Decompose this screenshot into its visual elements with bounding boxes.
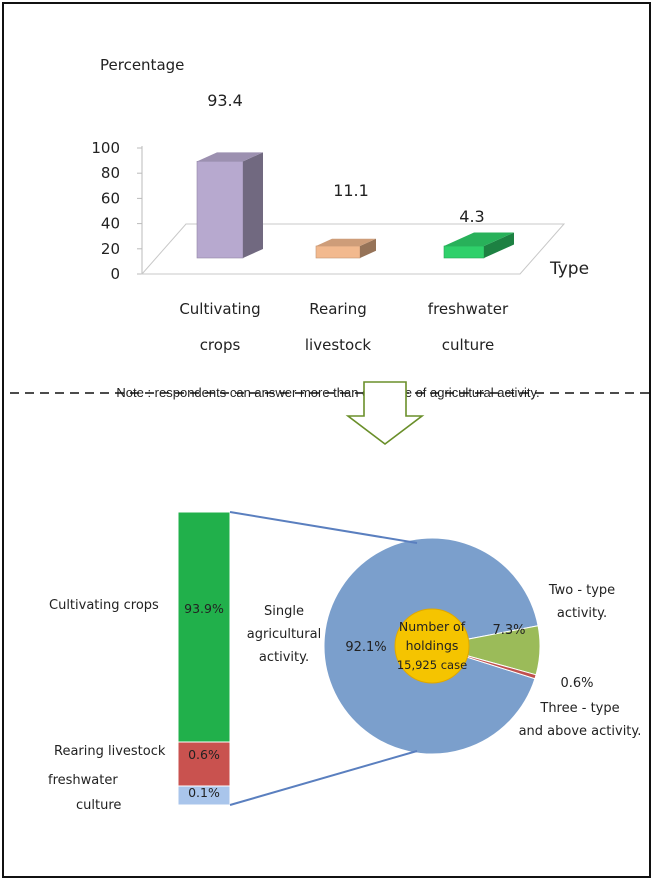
- connector-line-top: [229, 511, 418, 544]
- x-tick-label: livestock: [305, 336, 372, 354]
- pie-slice-caption: activity.: [259, 650, 309, 665]
- stacked-value-label: 0.1%: [188, 785, 220, 800]
- pie-chart: Number of holdings 15,925 case 92.1% 7.3% 0.6…: [247, 537, 642, 755]
- y-tick-label: 100: [91, 139, 120, 157]
- bar-top: [316, 238, 376, 246]
- x-tick-label: Rearing: [309, 300, 367, 318]
- bar-top: [197, 152, 263, 162]
- pie-slice-caption: agricultural: [247, 627, 321, 642]
- bar-value-label: 93.4: [207, 91, 243, 110]
- pie-center-disc: [394, 608, 470, 684]
- stacked-segment: [177, 785, 231, 806]
- down-arrow-icon: [345, 381, 425, 446]
- stacked-value-label: 0.6%: [188, 747, 220, 762]
- pie-slice-caption: activity.: [557, 606, 607, 621]
- x-tick-label: culture: [442, 336, 494, 354]
- stacked-category-label: Rearing livestock: [54, 744, 166, 759]
- pie-slice-caption: and above activity.: [519, 724, 642, 739]
- bar-chart: 0 20 40 60 80 100 93.4 11.1 4.3 Cultivating crops R…: [91, 91, 566, 354]
- pie-center-label: Number of: [399, 619, 466, 634]
- bar-chart-x-axis-label: Type: [549, 259, 589, 279]
- bar-value-label: 11.1: [333, 181, 369, 200]
- pie-slice-caption: Two - type: [548, 583, 615, 598]
- pie-slice-caption: Single: [264, 604, 304, 619]
- pie-center-label: holdings: [406, 638, 459, 653]
- y-tick-label: 60: [101, 189, 120, 207]
- x-tick-label: crops: [200, 336, 241, 354]
- y-tick-label: 20: [101, 240, 120, 258]
- stacked-segment: [177, 741, 231, 787]
- bar-side: [243, 152, 263, 258]
- x-tick-label: freshwater: [428, 300, 509, 318]
- connector-line-bottom: [229, 750, 418, 806]
- y-tick-label: 0: [110, 265, 120, 283]
- bar-side: [360, 238, 376, 258]
- bar-front: [443, 245, 485, 259]
- stacked-value-label: 93.9%: [184, 601, 224, 616]
- pie-center-label: 15,925 case: [397, 658, 467, 672]
- bar-side: [484, 232, 514, 258]
- stacked-category-label: culture: [76, 798, 121, 813]
- bar-front: [315, 245, 361, 259]
- pie-value-label: 0.6%: [560, 676, 593, 691]
- stacked-category-label: freshwater: [48, 773, 118, 788]
- x-tick-label: Cultivating: [179, 300, 260, 318]
- bar-value-label: 4.3: [459, 207, 484, 226]
- bar-front: [196, 161, 244, 259]
- y-tick-label: 80: [101, 164, 120, 182]
- bar-chart-y-axis-label: Percentage: [100, 56, 184, 74]
- figure-canvas: Percentage Type 0 20 40 60 80 100 93.4 11.1 4.3 C…: [10, 56, 653, 813]
- stacked-segment: [177, 511, 231, 743]
- pie-value-label: 92.1%: [345, 640, 386, 655]
- pie-slice-caption: Three - type: [539, 701, 619, 716]
- stacked-bar-chart: 93.9% 0.6% 0.1% Cultivating crops Rearing li…: [48, 511, 418, 813]
- stacked-category-label: Cultivating crops: [49, 598, 159, 613]
- bar-top: [444, 232, 514, 246]
- pie-value-label: 7.3%: [492, 623, 525, 638]
- y-tick-label: 40: [101, 215, 120, 233]
